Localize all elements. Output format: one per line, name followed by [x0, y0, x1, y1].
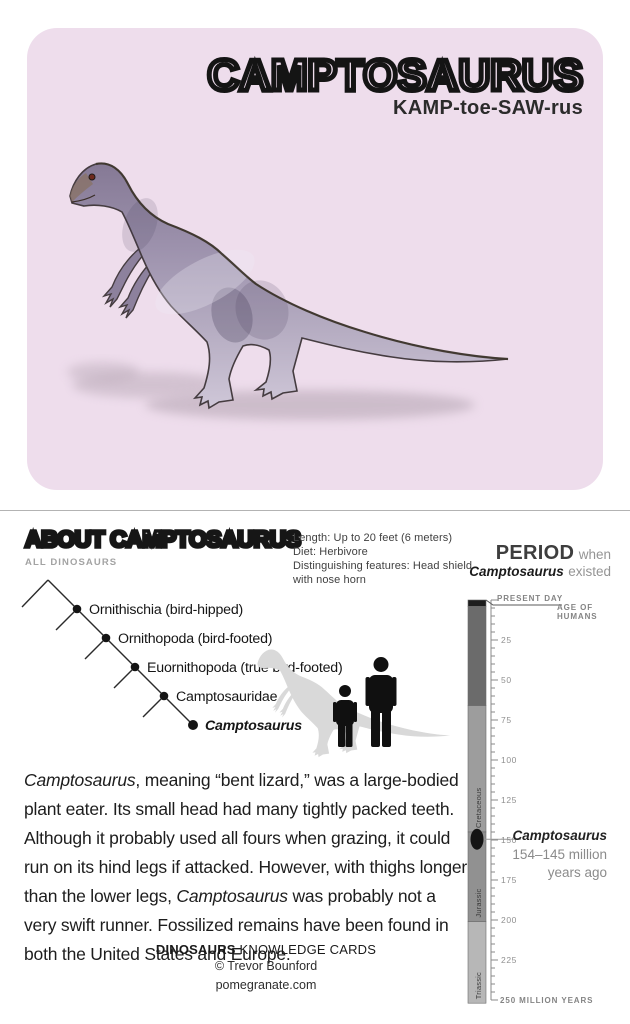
camptosaurus-illustration [69, 162, 509, 409]
timeline-tick-label: 125 [501, 795, 517, 805]
marker-note-detail2: years ago [547, 865, 607, 880]
about-heading: ABOUT CAMPTOSAURUS [25, 526, 301, 552]
timeline-period-segment [467, 599, 487, 607]
marker-note-detail1: 154–145 million [512, 846, 607, 862]
timeline-tick-label: 75 [501, 715, 512, 725]
cladogram-node [188, 720, 198, 730]
genus-name-italic: Camptosaurus [24, 770, 136, 790]
child-human-silhouette [338, 722, 345, 747]
cladogram-taxon-label: Ornithopoda (bird-footed) [118, 631, 272, 647]
description-text: was probably not a very swift runner. Fo… [24, 886, 449, 964]
child-human-silhouette [336, 700, 354, 726]
period-heading-subject: Camptosaurus [469, 564, 564, 579]
child-human-silhouette [333, 702, 337, 722]
cladogram-taxon-label: Camptosaurus [205, 718, 302, 734]
cladogram-taxon-label: Euornithopoda (true bird-footed) [147, 660, 343, 676]
card-pronunciation: KAMP-toe-SAW-rus [393, 97, 583, 119]
adult-human-silhouette [365, 677, 370, 706]
child-human-silhouette [353, 702, 357, 722]
cladogram-branch [84, 637, 107, 660]
period-heading: PERIOD when Camptosaurus existed [469, 542, 611, 580]
adult-human-silhouette [382, 708, 391, 747]
cladogram-node [72, 604, 82, 614]
adult-human-silhouette [371, 708, 380, 747]
cladogram-branch [55, 608, 78, 631]
period-heading-rest: when [578, 547, 611, 562]
timeline-period-label: Cretaceous [474, 788, 483, 828]
period-heading-bold: PERIOD [495, 542, 575, 564]
footer-series-rest: KNOWLEDGE CARDS [235, 942, 377, 957]
cladogram-root-branch [21, 579, 49, 608]
cladogram-taxon-label: Ornithischia (bird-hipped) [89, 602, 243, 618]
dinosaur-eye [88, 173, 96, 181]
footer-credits: DINOSAURS KNOWLEDGE CARDS © Trevor Bounf… [20, 942, 512, 995]
card-artwork: CAMPTOSAURUS KAMP-toe-SAW-rus [67, 49, 586, 420]
adult-human-silhouette [369, 675, 393, 713]
timeline-tick-label: 200 [501, 915, 517, 925]
timeline-tick-label: 25 [501, 635, 512, 645]
timeline-axis-end-label: 250 MILLION YEARS [500, 996, 593, 1005]
cladogram-branch [113, 666, 136, 689]
fact-line: Distinguishing features: Head shield [293, 560, 473, 572]
present-day-label: PRESENT DAY [497, 594, 563, 603]
cladogram-branch [142, 695, 165, 718]
timeline-tick-label: 100 [501, 755, 517, 765]
footer-series-bold: DINOSAURS [155, 942, 236, 957]
description-text: , meaning “bent lizard,” was a large-bod… [24, 770, 468, 906]
timeline-period-label: Jurassic [474, 888, 483, 917]
section-divider [0, 510, 630, 511]
description-paragraph: Camptosaurus, meaning “bent lizard,” was… [24, 766, 471, 969]
fact-line: Length: Up to 20 feet (6 meters) [293, 532, 453, 544]
cladogram-taxon-label: Camptosauridae [176, 689, 278, 705]
about-heading-art: ABOUT CAMPTOSAURUS [23, 524, 303, 554]
fact-line: with nose horn [293, 574, 366, 586]
dinosaur-size-silhouette [257, 649, 451, 758]
timeline-marker-ellipse [470, 828, 484, 850]
card-title: CAMPTOSAURUS [207, 51, 583, 100]
period-heading-existed: existed [568, 564, 611, 579]
adult-human-silhouette [373, 657, 389, 672]
cladogram-main-line [47, 579, 194, 726]
fact-list: Length: Up to 20 feet (6 meters) Diet: He… [293, 531, 472, 587]
age-of-humans-label: AGE OF [557, 603, 593, 612]
timeline-marker-note: Camptosaurus 154–145 million years ago [512, 827, 607, 883]
present-day-line [485, 599, 562, 606]
footer-website: pomegranate.com [215, 978, 317, 992]
fact-line: Diet: Herbivore [293, 546, 368, 558]
timeline-tick-label: 50 [501, 675, 512, 685]
genus-name-italic: Camptosaurus [176, 886, 288, 906]
footer-copyright: © Trevor Bounford [214, 959, 318, 973]
marker-note-title: Camptosaurus [512, 828, 607, 843]
child-human-silhouette [345, 722, 353, 747]
age-of-humans-label: HUMANS [557, 612, 598, 621]
cladogram-node [101, 633, 111, 643]
footer-series-title: DINOSAURS KNOWLEDGE CARDS [20, 942, 512, 957]
dinosaur-card: CAMPTOSAURUS KAMP-toe-SAW-rus [27, 28, 603, 490]
cladogram-node [130, 662, 140, 672]
timeline-period-segment [467, 606, 487, 706]
child-human-silhouette [339, 685, 351, 697]
all-dinosaurs-label: ALL DINOSAURS [25, 557, 118, 568]
cladogram-node [159, 691, 169, 701]
adult-human-silhouette [392, 677, 397, 706]
